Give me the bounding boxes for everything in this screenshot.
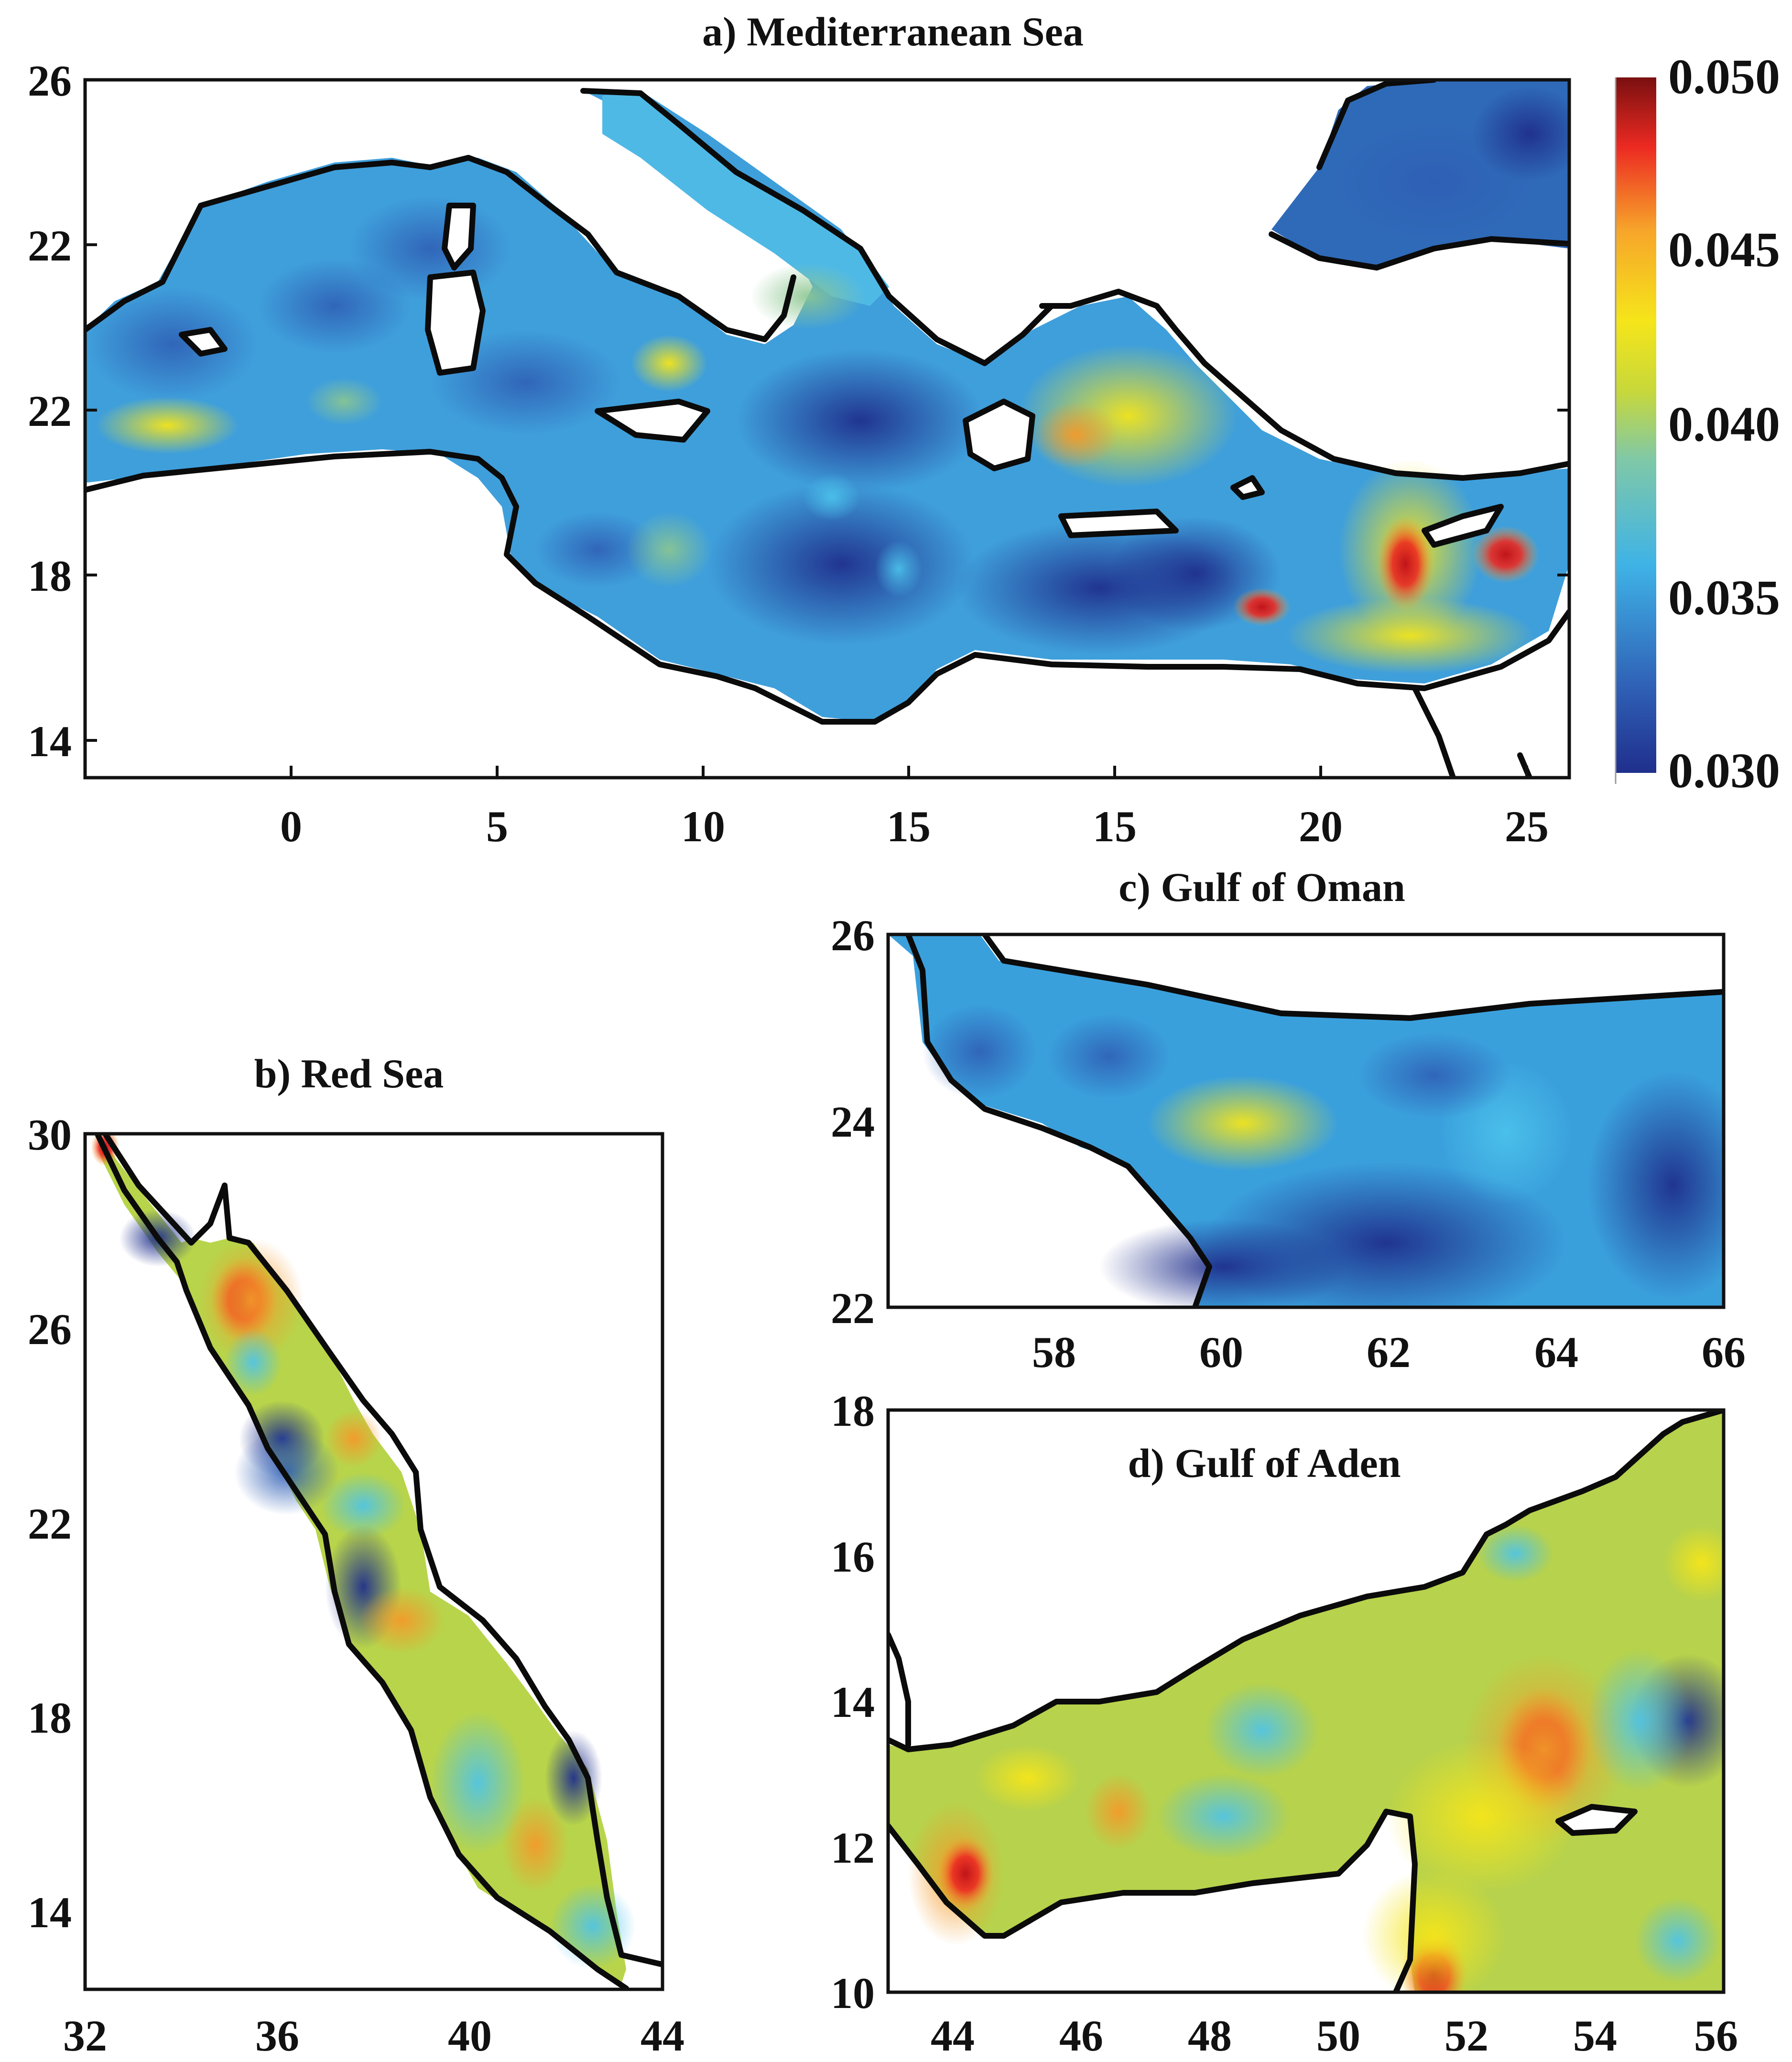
- oman-coastline: [905, 934, 1212, 1307]
- x-tick-label: 36: [255, 2011, 299, 2060]
- y-tick-label: 18: [28, 552, 72, 600]
- y-tick-label: 26: [28, 56, 72, 105]
- y-tick-label: 30: [28, 1110, 72, 1159]
- cyprus-island: [1422, 504, 1504, 548]
- y-tick-label: 14: [28, 717, 72, 766]
- y-tick-label: 18: [831, 1387, 875, 1435]
- corsica-island: [442, 203, 476, 271]
- panel-a-title: a) Mediterranean Sea: [702, 9, 1084, 54]
- x-tick-label: 46: [1059, 2011, 1103, 2060]
- x-tick-label: 66: [1702, 1328, 1746, 1377]
- gulf-of-oman-field: [888, 934, 1724, 1307]
- x-tick-label: 52: [1444, 2011, 1488, 2060]
- y-tick-label: 18: [28, 1693, 72, 1742]
- panel-c-y-ticks: 26 24 22: [831, 911, 875, 1333]
- x-tick-label: 56: [1694, 2011, 1738, 2060]
- sardinia-island: [425, 270, 486, 376]
- north-african-coastline: [85, 449, 1569, 725]
- x-tick-label: 0: [280, 802, 302, 851]
- sicily-island: [595, 399, 710, 443]
- mediterranean-field: [85, 80, 1569, 778]
- y-tick-label: 10: [831, 1969, 875, 2018]
- x-tick-label: 50: [1316, 2011, 1360, 2060]
- panel-d-title: d) Gulf of Aden: [1128, 1440, 1401, 1486]
- x-tick-label: 44: [641, 2011, 684, 2060]
- y-tick-label: 22: [28, 387, 72, 435]
- x-tick-label: 58: [1032, 1328, 1076, 1377]
- red-sea-east-coastline: [102, 1134, 662, 1967]
- panel-b-title: b) Red Sea: [254, 1051, 444, 1096]
- panel-c-title: c) Gulf of Oman: [1119, 864, 1405, 910]
- panel-c-frame: [886, 933, 1726, 1309]
- panel-gulf-of-oman: c) Gulf of Oman 58 60 62 64 66 26 24 22: [831, 864, 1746, 1377]
- y-tick-label: 16: [831, 1532, 875, 1581]
- y-tick-label: 22: [28, 1499, 72, 1548]
- panel-d-x-ticks: 44 46 48 50 52 54 56: [931, 2011, 1738, 2060]
- iran-coastline: [982, 934, 1724, 1021]
- aegean-island: [1230, 475, 1265, 500]
- panel-c-x-ticks: 58 60 62 64 66: [1032, 1328, 1746, 1377]
- colorbar: 0.050 0.045 0.040 0.035 0.030: [1615, 49, 1780, 798]
- red-sea-field: [91, 1134, 662, 1989]
- red-sea-west-coastline: [95, 1134, 629, 1989]
- x-tick-label: 32: [63, 2011, 107, 2060]
- gulf-of-aden-field: [888, 1410, 1724, 1992]
- nile-coastline: [1412, 685, 1532, 778]
- colorbar-label: 0.035: [1668, 570, 1780, 625]
- european-coastline: [85, 155, 796, 342]
- x-tick-label: 15: [887, 802, 931, 851]
- y-tick-label: 26: [28, 1305, 72, 1354]
- panel-mediterranean: a) Mediterranean Sea: [28, 9, 1571, 851]
- socotra-island: [1555, 1804, 1638, 1836]
- colorbar-label: 0.050: [1668, 49, 1780, 104]
- panel-a-x-ticks: 0 5 10 15 15 20 25: [280, 802, 1549, 851]
- y-tick-label: 22: [28, 221, 72, 270]
- x-tick-label: 48: [1188, 2011, 1232, 2060]
- y-tick-label: 14: [28, 1888, 72, 1937]
- panel-a-y-ticks: 26 22 22 18 14: [28, 56, 72, 766]
- x-tick-label: 5: [486, 802, 508, 851]
- black-sea-coastline: [1269, 80, 1569, 271]
- panel-gulf-of-aden: d) Gulf of Aden 44 46 48 50 52 54 56 18 …: [831, 1387, 1738, 2060]
- crete-island: [1058, 509, 1179, 538]
- colorbar-gradient: [1616, 77, 1656, 773]
- y-tick-label: 12: [831, 1823, 875, 1872]
- x-tick-label: 15: [1093, 802, 1137, 851]
- y-tick-label: 14: [831, 1678, 875, 1726]
- adriatic-sea-area: [602, 91, 889, 306]
- colorbar-label: 0.030: [1668, 743, 1780, 798]
- y-tick-label: 22: [831, 1284, 875, 1333]
- balkan-coastline: [1039, 289, 1569, 481]
- x-tick-label: 10: [681, 802, 725, 851]
- panel-b-y-ticks: 30 26 22 18 14: [28, 1110, 72, 1937]
- panel-d-y-ticks: 18 16 14 12 10: [831, 1387, 875, 2018]
- yemen-coastline: [888, 1410, 1724, 1752]
- balearic-island: [179, 327, 228, 357]
- x-tick-label: 25: [1505, 802, 1549, 851]
- panel-b-x-ticks: 32 36 40 44: [63, 2011, 684, 2060]
- x-tick-label: 60: [1199, 1328, 1243, 1377]
- panel-d-frame: [886, 1408, 1726, 1994]
- x-tick-label: 40: [448, 2011, 492, 2060]
- panel-a-tickmarks: [85, 78, 1569, 778]
- x-tick-label: 62: [1367, 1328, 1411, 1377]
- y-tick-label: 24: [831, 1097, 875, 1146]
- italian-coastline: [580, 88, 1054, 366]
- colorbar-label: 0.045: [1668, 222, 1780, 277]
- x-tick-label: 20: [1299, 802, 1343, 851]
- x-tick-label: 44: [931, 2011, 975, 2060]
- x-tick-label: 64: [1534, 1328, 1578, 1377]
- somalia-coastline: [888, 1809, 1418, 1992]
- peloponnese-land: [963, 399, 1035, 471]
- x-tick-label: 54: [1573, 2011, 1617, 2060]
- panel-a-frame: [83, 78, 1571, 780]
- y-tick-label: 26: [831, 911, 875, 960]
- djibouti-coastline: [888, 1632, 911, 1747]
- colorbar-label: 0.040: [1668, 397, 1780, 452]
- panel-red-sea: b) Red Sea 32 36 40 44: [28, 1051, 684, 2060]
- panel-b-frame: [83, 1132, 664, 1991]
